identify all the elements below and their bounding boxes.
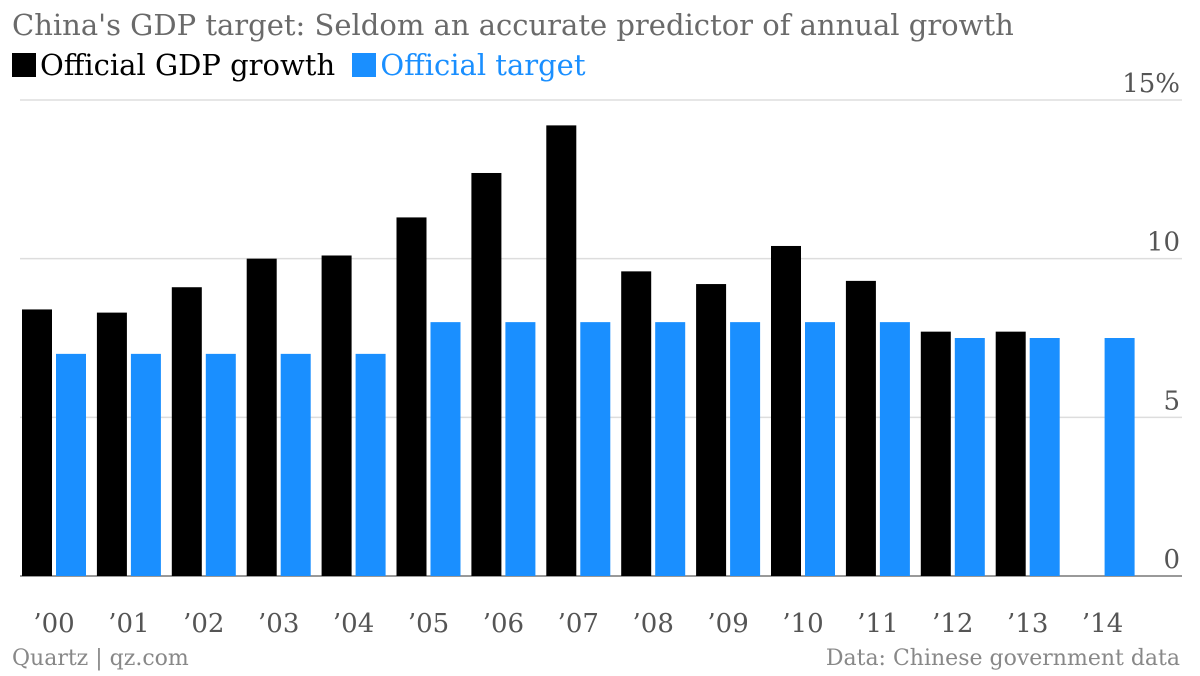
x-axis-tick-labels: ’00 ’01 ’02 ’03 ’04 ’05 ’06 ’07 ’08 ’09 ’10 ’11 ’12 ’… bbox=[33, 609, 1123, 639]
y-tick-label: 0 bbox=[1163, 545, 1180, 575]
bar-target bbox=[879, 322, 910, 576]
bar-target bbox=[655, 322, 686, 576]
legend-swatch-gdp-growth bbox=[12, 53, 36, 77]
y-tick-label: 5 bbox=[1163, 386, 1180, 416]
bar-gdp-growth bbox=[246, 258, 277, 576]
x-tick-label: ’12 bbox=[932, 609, 973, 639]
bar-gdp-growth bbox=[96, 312, 127, 576]
x-tick-label: ’14 bbox=[1082, 609, 1123, 639]
data-source: Data: Chinese government data bbox=[825, 646, 1180, 671]
bar-gdp-growth bbox=[621, 271, 652, 576]
bar-gdp-growth bbox=[471, 172, 502, 576]
bar-gdp-growth bbox=[546, 125, 577, 577]
x-tick-label: ’07 bbox=[558, 609, 599, 639]
bar-gdp-growth bbox=[696, 284, 727, 576]
y-tick-label: 10 bbox=[1147, 228, 1180, 258]
bar-gdp-growth bbox=[920, 331, 951, 576]
y-tick-label: 15% bbox=[1122, 69, 1180, 99]
legend-item-target: Official target bbox=[352, 48, 586, 82]
x-tick-label: ’02 bbox=[183, 609, 224, 639]
bar-gdp-growth bbox=[771, 245, 801, 576]
legend-label-gdp-growth: Official GDP growth bbox=[40, 48, 336, 82]
x-tick-label: ’09 bbox=[707, 609, 748, 639]
bar-target bbox=[280, 353, 311, 576]
source-credit: Quartz | qz.com bbox=[12, 646, 189, 671]
x-tick-label: ’00 bbox=[33, 609, 74, 639]
bars bbox=[22, 125, 1135, 577]
x-tick-label: ’05 bbox=[408, 609, 449, 639]
x-tick-label: ’08 bbox=[633, 609, 674, 639]
y-axis-tick-labels: 0 5 10 15% bbox=[1122, 69, 1180, 575]
x-tick-label: ’11 bbox=[857, 609, 898, 639]
legend-item-gdp-growth: Official GDP growth bbox=[12, 48, 335, 82]
bar-target bbox=[954, 338, 985, 576]
bar-gdp-growth bbox=[845, 280, 876, 576]
bar-target bbox=[580, 322, 611, 576]
legend-swatch-target bbox=[352, 53, 377, 77]
bar-gdp-growth bbox=[995, 331, 1026, 576]
bar-target bbox=[56, 353, 86, 576]
bar-target bbox=[805, 322, 835, 576]
bar-target bbox=[730, 322, 761, 576]
x-tick-label: ’04 bbox=[333, 609, 374, 639]
x-tick-label: ’01 bbox=[108, 609, 149, 639]
bar-target bbox=[130, 353, 161, 576]
bar-gdp-growth bbox=[396, 217, 427, 576]
chart-legend: Official GDP growth Official target bbox=[12, 48, 594, 82]
bar-gdp-growth bbox=[171, 287, 202, 576]
legend-label-target: Official target bbox=[380, 48, 586, 82]
x-tick-label: ’03 bbox=[258, 609, 299, 639]
bar-target bbox=[430, 322, 461, 576]
bar-gdp-growth bbox=[321, 255, 352, 576]
bar-target bbox=[1029, 338, 1060, 576]
x-tick-label: ’06 bbox=[483, 609, 524, 639]
bar-target bbox=[1104, 338, 1135, 576]
bar-gdp-growth bbox=[22, 309, 52, 576]
bar-target bbox=[355, 353, 386, 576]
chart-title: China's GDP target: Seldom an accurate p… bbox=[12, 8, 1014, 42]
x-tick-label: ’13 bbox=[1007, 609, 1048, 639]
x-tick-label: ’10 bbox=[782, 609, 823, 639]
bar-target bbox=[205, 353, 236, 576]
bar-target bbox=[505, 322, 536, 576]
